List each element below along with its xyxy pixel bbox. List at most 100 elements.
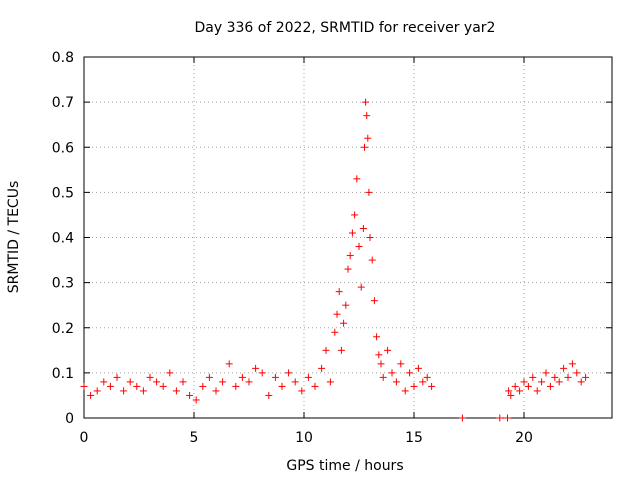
data-point — [322, 346, 330, 354]
y-tick-label: 0 — [65, 411, 74, 427]
data-point — [507, 391, 515, 399]
data-point — [348, 229, 356, 237]
y-tick-label: 0.7 — [52, 95, 74, 111]
data-point — [340, 319, 348, 327]
data-point — [546, 382, 554, 390]
y-tick-label: 0.8 — [52, 50, 74, 66]
data-point — [192, 396, 200, 404]
data-point — [458, 414, 466, 422]
data-point — [225, 360, 233, 368]
data-point — [362, 98, 370, 106]
data-point — [368, 256, 376, 264]
data-point — [126, 378, 134, 386]
data-point — [406, 369, 414, 377]
data-point — [414, 364, 422, 372]
data-point — [410, 382, 418, 390]
data-point — [582, 373, 590, 381]
y-tick-label: 0.4 — [52, 231, 74, 247]
data-point — [238, 373, 246, 381]
x-tick-label: 20 — [515, 430, 533, 446]
data-point — [504, 414, 511, 422]
data-point — [113, 373, 121, 381]
data-point — [93, 387, 101, 395]
data-point — [311, 382, 319, 390]
data-point — [373, 333, 381, 341]
data-point — [346, 252, 354, 260]
data-point — [577, 378, 585, 386]
data-point — [370, 297, 378, 305]
data-point — [384, 346, 392, 354]
data-point — [551, 373, 559, 381]
data-point — [146, 373, 154, 381]
data-point — [379, 373, 387, 381]
x-tick-label: 10 — [295, 430, 313, 446]
data-point — [219, 378, 227, 386]
data-point — [344, 265, 352, 273]
data-point — [331, 328, 339, 336]
data-point — [564, 373, 572, 381]
data-point — [291, 378, 299, 386]
data-point — [366, 234, 374, 241]
data-point — [524, 382, 532, 390]
data-point — [357, 283, 365, 291]
data-point — [375, 351, 383, 359]
data-point — [496, 414, 504, 422]
data-point — [153, 378, 161, 386]
data-point — [359, 224, 367, 232]
data-point — [397, 360, 405, 368]
data-point — [573, 369, 581, 377]
data-point — [351, 211, 359, 219]
data-point — [100, 378, 108, 386]
gridlines — [84, 57, 612, 418]
data-point — [529, 373, 537, 381]
data-point — [392, 378, 400, 386]
data-point — [377, 360, 385, 368]
data-point — [179, 378, 187, 386]
data-point — [87, 391, 95, 399]
x-tick-label: 15 — [405, 430, 423, 446]
data-point — [361, 143, 368, 151]
data-point — [533, 387, 541, 395]
data-point — [252, 364, 260, 372]
data-point — [555, 378, 563, 386]
data-point — [560, 364, 568, 372]
y-tick-label: 0.2 — [52, 321, 74, 337]
y-axis-label: SRMTID / TECUs — [6, 181, 22, 294]
data-points — [80, 98, 590, 422]
data-point — [428, 382, 436, 390]
data-point — [568, 360, 576, 368]
x-axis-label: GPS time / hours — [286, 458, 403, 474]
data-point — [542, 369, 550, 377]
data-point — [353, 175, 361, 183]
data-point — [139, 387, 147, 395]
data-point — [285, 369, 293, 377]
data-point — [205, 373, 213, 381]
y-tick-label: 0.1 — [52, 366, 74, 382]
data-point — [271, 373, 279, 381]
data-point — [278, 382, 286, 390]
data-point — [511, 382, 519, 390]
data-point — [335, 288, 343, 296]
data-point — [159, 382, 167, 390]
data-point — [337, 346, 345, 354]
data-point — [342, 301, 350, 309]
data-point — [186, 391, 194, 399]
data-point — [199, 382, 207, 390]
axis-ticks: 0 0.1 0.2 0.3 0.4 0.5 0.6 0.7 0.8 0 5 10 15 20 — [52, 50, 612, 446]
data-point — [505, 387, 513, 395]
data-point — [166, 369, 174, 377]
data-point — [401, 387, 409, 395]
y-tick-label: 0.3 — [52, 276, 74, 292]
data-point — [106, 382, 114, 390]
data-point — [516, 387, 524, 395]
data-point — [133, 382, 141, 390]
data-point — [80, 382, 88, 390]
data-point — [298, 387, 306, 395]
data-point — [245, 378, 253, 386]
data-point — [258, 369, 266, 377]
data-point — [364, 134, 372, 142]
data-point — [520, 378, 528, 386]
data-point — [363, 112, 371, 120]
data-point — [355, 243, 363, 251]
data-point — [120, 387, 128, 395]
